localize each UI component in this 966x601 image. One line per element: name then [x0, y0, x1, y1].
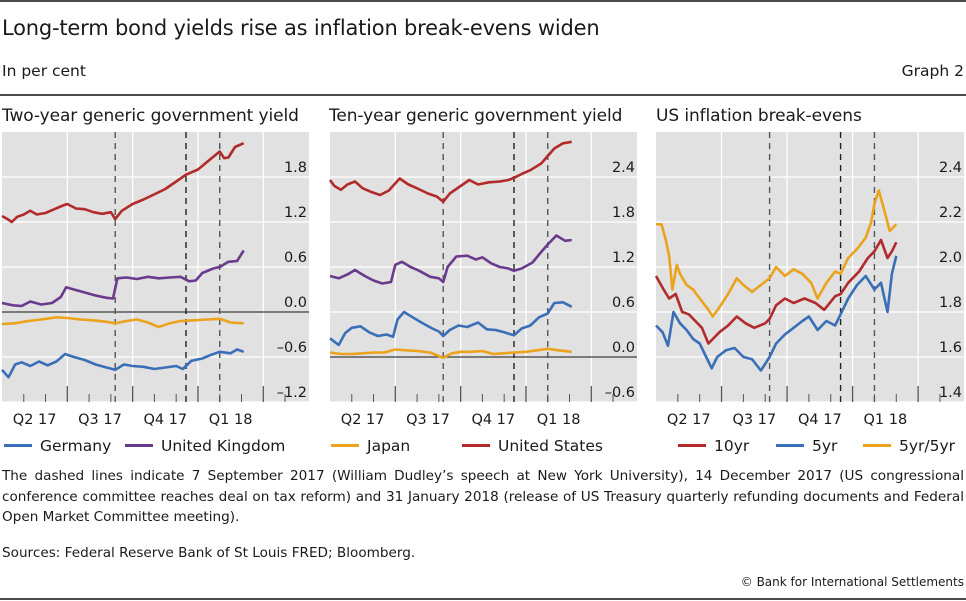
series-line-germany: [329, 300, 573, 347]
y-tick-label: 1.4: [939, 385, 962, 401]
y-tick-label: 1.6: [939, 340, 962, 356]
legend-swatch-united-states: [462, 444, 490, 447]
series-line-united-kingdom: [329, 234, 572, 285]
x-tick-label: Q2 17: [667, 412, 711, 428]
y-tick-label: 1.8: [939, 295, 962, 311]
legend-label: 10yr: [714, 437, 750, 455]
panel-title-ten-year: Ten-year generic government yield: [329, 106, 623, 126]
legend-item-united-states: United States: [462, 437, 603, 455]
figure-title: Long-term bond yields rise as inflation …: [2, 16, 600, 40]
y-tick-label: 1.8: [284, 160, 307, 176]
x-tick-label: Q4 17: [798, 412, 842, 428]
legend-swatch-japan: [331, 444, 359, 447]
y-tick-label: 2.2: [939, 205, 962, 221]
series-line-germany: [1, 348, 245, 379]
x-tick-label: Q3 17: [732, 412, 776, 428]
x-tick-label: Q1 18: [864, 412, 908, 428]
y-tick-label: 1.2: [612, 250, 635, 266]
sources-note: Sources: Federal Reserve Bank of St Loui…: [2, 545, 416, 561]
header-rule: [0, 94, 966, 96]
y-tick-label: –0.6: [277, 340, 307, 356]
y-tick-label: 1.8: [612, 205, 635, 221]
legend-item-japan: Japan: [331, 437, 410, 455]
legend-swatch-united-kingdom: [125, 444, 153, 447]
legend-swatch-10yr: [678, 444, 706, 447]
y-tick-label: 2.4: [939, 160, 962, 176]
x-tick-label: Q2 17: [13, 412, 57, 428]
legend-item-10yr: 10yr: [678, 437, 749, 455]
x-tick-label: Q1 18: [537, 412, 581, 428]
y-tick-label: 1.2: [284, 205, 307, 221]
legend-label: United Kingdom: [161, 437, 286, 455]
series-line-united-kingdom: [1, 249, 245, 308]
copyright-notice: © Bank for International Settlements: [740, 575, 964, 589]
legend-item-germany: Germany: [4, 437, 111, 455]
y-tick-label: 2.4: [612, 160, 635, 176]
x-tick-label: Q4 17: [471, 412, 515, 428]
x-tick-label: Q3 17: [78, 412, 122, 428]
unit-label: In per cent: [2, 62, 86, 80]
panel-title-two-year: Two-year generic government yield: [2, 106, 299, 126]
y-tick-label: 0.0: [284, 295, 307, 311]
series-line-5yr: [655, 255, 898, 372]
series-line-10yr: [654, 238, 898, 345]
y-tick-label: 0.6: [612, 295, 635, 311]
series-line-united-states: [1, 142, 245, 224]
legend-label: Japan: [367, 437, 411, 455]
y-tick-label: –0.6: [605, 385, 635, 401]
legend-swatch-germany: [4, 444, 32, 447]
legend-label: 5yr/5yr: [899, 437, 956, 455]
legend-item-united-kingdom: United Kingdom: [125, 437, 285, 455]
top-rule: [0, 0, 966, 2]
y-tick-label: 0.6: [284, 250, 307, 266]
x-tick-label: Q2 17: [341, 412, 385, 428]
series-line-5yr-5yr: [656, 189, 898, 318]
panel-title-breakevens: US inflation break-evens: [656, 106, 862, 126]
graph-number: Graph 2: [901, 62, 964, 80]
x-tick-label: Q3 17: [406, 412, 450, 428]
y-tick-label: –1.2: [277, 385, 307, 401]
series-line-united-states: [328, 140, 572, 204]
x-tick-label: Q1 18: [209, 412, 253, 428]
y-tick-label: 0.0: [612, 340, 635, 356]
footnote: The dashed lines indicate 7 September 20…: [2, 468, 964, 525]
y-tick-label: 2.0: [939, 250, 962, 266]
series-line-japan: [329, 347, 572, 360]
series-line-japan: [1, 315, 244, 329]
legend-label: Germany: [40, 437, 112, 455]
legend-item-5yr: 5yr: [776, 437, 837, 455]
bottom-rule: [0, 598, 966, 600]
legend-item-5yr-5yr: 5yr/5yr: [863, 437, 955, 455]
legend-swatch-5yr: [776, 444, 804, 447]
legend-label: United States: [498, 437, 603, 455]
x-tick-label: Q4 17: [143, 412, 187, 428]
legend-swatch-5yr-5yr: [863, 444, 891, 447]
legend-label: 5yr: [812, 437, 838, 455]
